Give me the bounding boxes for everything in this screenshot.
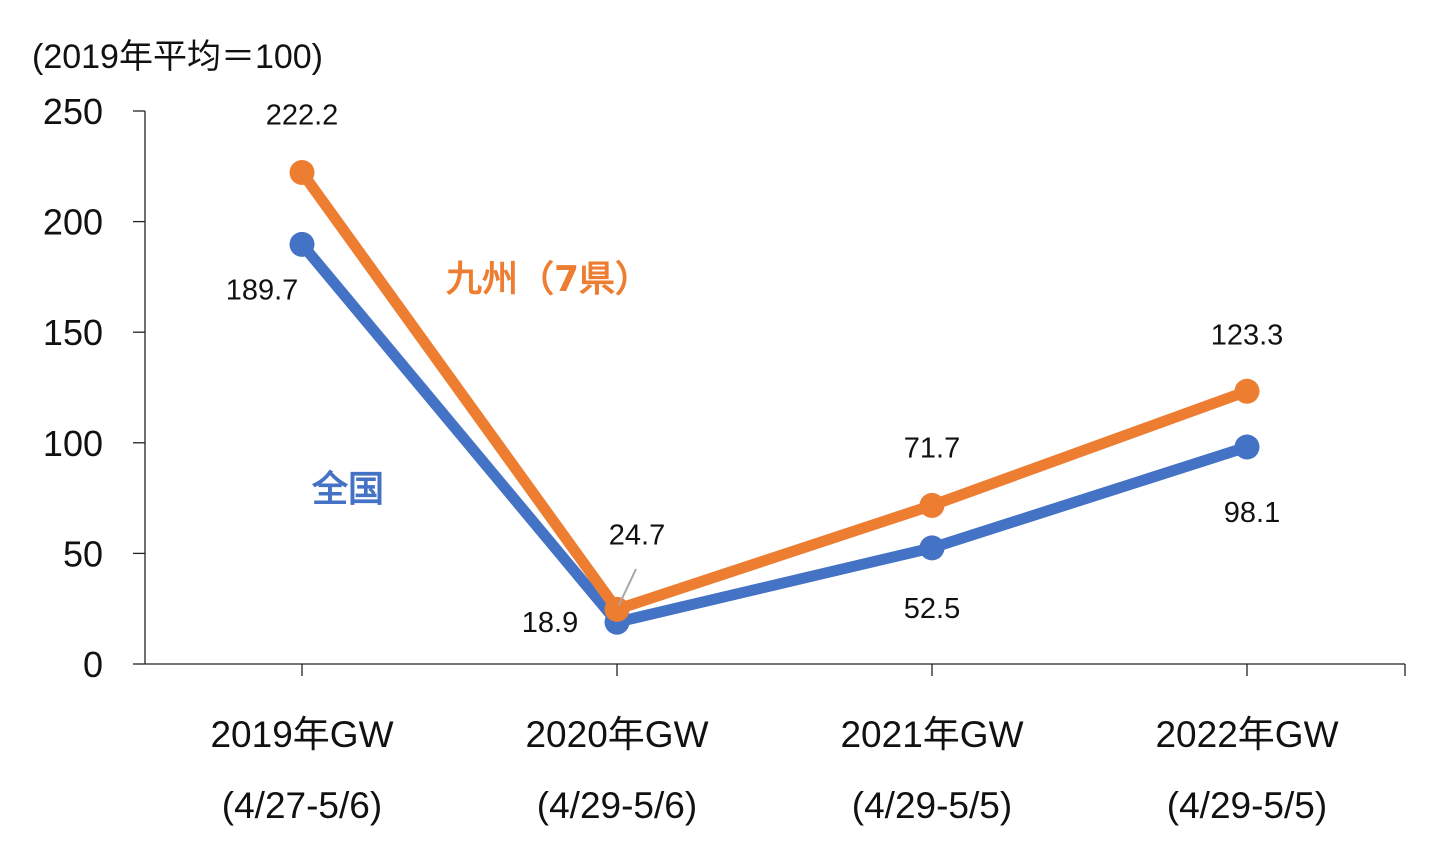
series-line-0	[296, 238, 1253, 628]
y-tick-label: 0	[83, 644, 103, 685]
x-tick-label-period: (4/29-5/6)	[537, 785, 697, 826]
series-name-label: 全国	[311, 468, 384, 510]
x-axis-labels: 2019年GW (4/27-5/6) 2020年GW (4/29-5/6) 2021年G…	[210, 714, 1338, 826]
x-tick-label-period: (4/29-5/5)	[1167, 785, 1327, 826]
series-line-1	[296, 166, 1253, 615]
data-label: 52.5	[904, 593, 960, 625]
x-tick-label-year: 2022年GW	[1155, 714, 1338, 755]
y-axis-unit-label: (2019年平均＝100)	[32, 38, 323, 76]
data-point-series-1	[919, 492, 945, 518]
x-tick-label-year: 2020年GW	[525, 714, 708, 755]
leader-line	[618, 568, 637, 606]
y-tick-label: 150	[43, 312, 103, 353]
series-lines	[289, 159, 1260, 635]
x-tick-label-period: (4/29-5/5)	[852, 785, 1012, 826]
y-axis-ticks: 0 50 100 150 200 250	[43, 91, 145, 685]
data-label: 18.9	[522, 607, 578, 639]
data-point-series-1	[1234, 378, 1260, 404]
data-label: 24.7	[609, 519, 665, 551]
data-labels: 189.7 18.9 52.5 98.1 222.2 24.7 71.7 123.3	[226, 99, 1284, 639]
data-label: 222.2	[266, 99, 339, 131]
data-point-series-0	[289, 231, 315, 257]
data-label: 98.1	[1224, 497, 1280, 529]
y-tick-label: 200	[43, 202, 103, 243]
data-label: 189.7	[226, 274, 299, 306]
x-tick-label-period: (4/27-5/6)	[222, 785, 382, 826]
x-tick-label-year: 2019年GW	[210, 714, 393, 755]
data-label: 71.7	[904, 432, 960, 464]
data-point-series-1	[289, 159, 315, 185]
data-point-series-0	[1234, 434, 1260, 460]
y-tick-label: 250	[43, 91, 103, 132]
data-point-series-0	[919, 535, 945, 561]
y-tick-label: 50	[63, 533, 103, 574]
y-tick-label: 100	[43, 423, 103, 464]
series-name-label: 九州（7県）	[446, 259, 651, 300]
x-tick-label-year: 2021年GW	[840, 714, 1023, 755]
axes	[144, 111, 1406, 676]
data-point-series-1	[604, 596, 630, 622]
series-names: 全国 九州（7県）	[311, 259, 651, 510]
data-label: 123.3	[1211, 319, 1284, 351]
